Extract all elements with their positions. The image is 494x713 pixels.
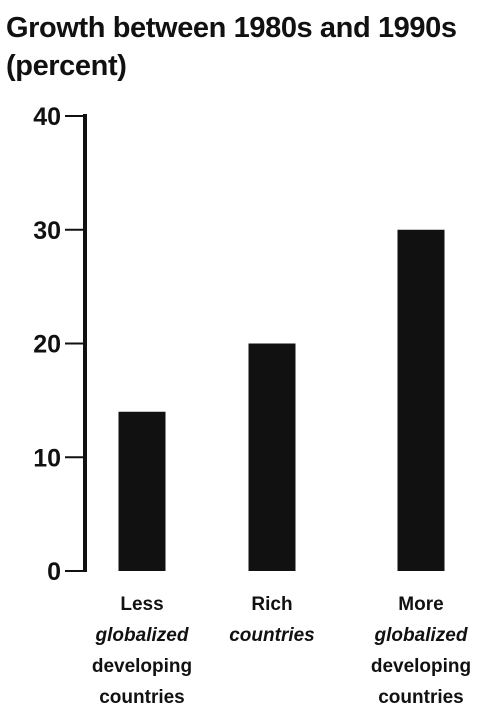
category-label-1-line-3: developing xyxy=(92,656,192,677)
y-tick-label-0: 0 xyxy=(47,558,61,586)
category-label-3-line-3: developing xyxy=(371,656,471,677)
category-label-1-line-2: globalized xyxy=(95,625,189,646)
y-tick-label-30: 30 xyxy=(33,217,61,245)
category-label-2-line-2: countries xyxy=(229,625,315,646)
category-label-1-line-1: Less xyxy=(120,594,163,615)
bar-2 xyxy=(248,343,296,571)
category-label-3-line-2: globalized xyxy=(374,625,468,646)
chart-subtitle-units: (percent) xyxy=(6,50,127,82)
y-tick-label-20: 20 xyxy=(33,331,61,359)
chart-title: Growth between 1980s and 1990s xyxy=(6,12,457,44)
category-label-1-line-4: countries xyxy=(99,687,185,708)
category-label-3-line-1: More xyxy=(398,594,443,615)
category-label-3-line-4: countries xyxy=(378,687,464,708)
y-tick-label-10: 10 xyxy=(33,444,61,472)
y-tick-label-40: 40 xyxy=(33,103,61,131)
category-label-2-line-1: Rich xyxy=(251,594,292,615)
bar-1 xyxy=(118,411,166,571)
bar-3 xyxy=(397,229,445,571)
